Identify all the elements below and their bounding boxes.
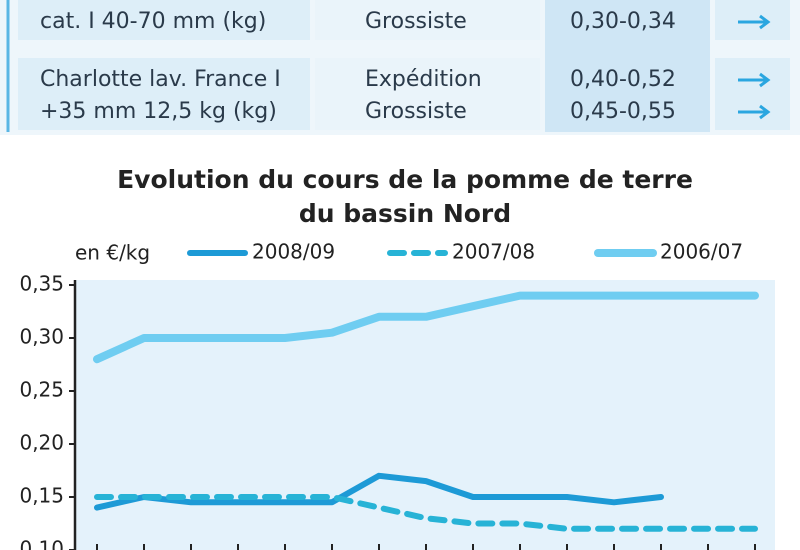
arrow: [738, 72, 771, 88]
legend-label: 2007/08: [452, 240, 535, 264]
chart-title: du bassin Nord: [299, 199, 511, 228]
stage: Grossiste: [365, 9, 467, 34]
legend-label: 2006/07: [660, 240, 743, 264]
series-line: [93, 291, 759, 364]
chart-title: Evolution du cours de la pomme de terre: [117, 165, 693, 194]
stage: Expédition: [365, 67, 482, 92]
cell: [545, 0, 710, 132]
legend-label: 2008/09: [252, 240, 335, 264]
product: Charlotte lav. France I: [40, 67, 281, 92]
cell: [315, 0, 540, 40]
stage: Grossiste: [365, 99, 467, 124]
y-tick-label: 0,30: [19, 325, 64, 349]
product: +35 mm 12,5 kg (kg): [40, 99, 277, 124]
y-tick-label: 0,35: [19, 272, 64, 296]
cell: [315, 58, 540, 130]
arrows: [738, 14, 771, 120]
price: 0,45-0,55: [570, 99, 676, 124]
y-tick-label: 0,20: [19, 431, 64, 455]
price: 0,40-0,52: [570, 67, 676, 92]
cell: [18, 0, 310, 40]
y-tick-label: 0,15: [19, 484, 64, 508]
cell: [715, 0, 790, 40]
cell: [18, 58, 310, 130]
cell: [715, 58, 790, 130]
product: cat. I 40-70 mm (kg): [40, 9, 266, 34]
series-line: [94, 472, 664, 511]
price: 0,30-0,34: [570, 9, 676, 34]
y-axis-label: en €/kg: [75, 241, 150, 265]
arrow: [738, 104, 771, 120]
y-tick-label: 0,25: [19, 378, 64, 402]
y-tick-label: 0,10: [19, 537, 64, 550]
series-line: [94, 494, 758, 532]
arrow: [738, 14, 771, 30]
